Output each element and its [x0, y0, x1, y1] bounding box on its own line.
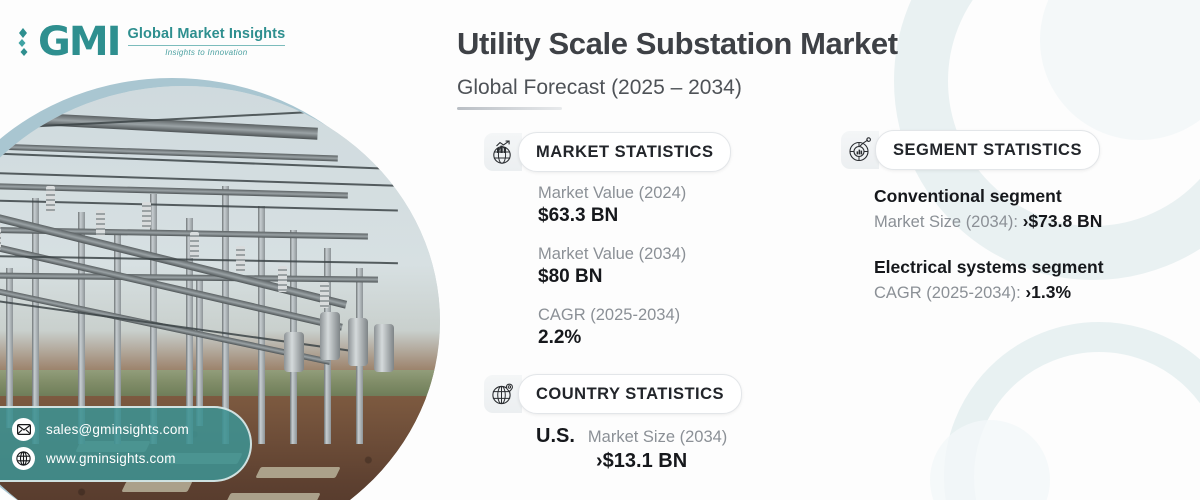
segment-stat-title-0: Conventional segment: [874, 186, 1062, 206]
country-statistics-label: COUNTRY STATISTICS: [518, 374, 743, 414]
market-stat-item-1: Market Value (2034) $80 BN: [538, 243, 686, 290]
segment-stat-metric-value-0: ›$73.8 BN: [1022, 210, 1103, 231]
country-statistics-badge: COUNTRY STATISTICS: [484, 374, 743, 414]
contact-website-row[interactable]: www.gminsights.com: [12, 447, 250, 470]
country-metric-label: Market Size (2034): [587, 428, 728, 446]
market-stat-value-0: $63.3 BN: [538, 205, 619, 227]
segment-stat-title-1: Electrical systems segment: [874, 257, 1104, 277]
market-stat-value-2: 2.2%: [538, 327, 582, 349]
market-stat-item-2: CAGR (2025-2034) 2.2%: [538, 304, 680, 351]
logo-tagline: Insights to Innovation: [165, 48, 248, 58]
market-stat-label-2: CAGR (2025-2034): [538, 306, 681, 324]
logo-company-name: Global Market Insights: [127, 25, 286, 42]
market-stat-item-0: Market Value (2024) $63.3 BN: [538, 182, 686, 229]
country-metric-value: ›$13.1 BN: [596, 450, 688, 472]
market-statistics-badge: MARKET STATISTICS: [484, 132, 732, 172]
segment-stat-item-0: Conventional segment Market Size (2034):…: [874, 184, 1102, 234]
market-statistics-label: MARKET STATISTICS: [518, 132, 732, 172]
market-stat-value-1: $80 BN: [538, 266, 603, 288]
globe-icon: [12, 447, 35, 470]
country-stat-row: U.S. Market Size (2034): [536, 425, 727, 448]
logo-diamond-icon: [18, 28, 28, 56]
subtitle-underline: [457, 107, 562, 110]
decorative-blob-bottom-right: [930, 420, 1050, 500]
contact-email-row[interactable]: sales@gminsights.com: [12, 418, 250, 441]
envelope-icon: [12, 418, 35, 441]
gmi-logo[interactable]: GMI Global Market Insights Insights to I…: [16, 19, 286, 65]
decorative-circle-top-right: [1040, 0, 1200, 140]
globe-pin-icon: [484, 375, 522, 413]
logo-mark-text: GMI: [38, 19, 122, 65]
donut-chart-target-icon: [841, 131, 879, 169]
market-stat-label-1: Market Value (2034): [538, 245, 687, 263]
decorative-ring-bottom-right: [944, 322, 1200, 500]
country-name: U.S.: [536, 425, 575, 447]
segment-statistics-label: SEGMENT STATISTICS: [875, 130, 1100, 170]
contact-email-text: sales@gminsights.com: [46, 422, 190, 437]
segment-stat-metric-value-1: ›1.3%: [1025, 281, 1072, 302]
segment-stat-metric-1: CAGR (2025-2034): ›1.3%: [874, 280, 1104, 305]
page-subtitle: Global Forecast (2025 – 2034): [457, 76, 742, 99]
market-stat-label-0: Market Value (2024): [538, 184, 687, 202]
segment-stat-metric-label-0: Market Size (2034):: [874, 212, 1018, 231]
logo-divider: [127, 45, 286, 47]
photo-grass-band: [0, 370, 440, 406]
contact-website-text: www.gminsights.com: [46, 451, 176, 466]
page-title: Utility Scale Substation Market: [457, 26, 898, 61]
globe-bar-chart-icon: [484, 133, 522, 171]
segment-stat-metric-0: Market Size (2034): ›$73.8 BN: [874, 209, 1102, 234]
segment-stat-item-1: Electrical systems segment CAGR (2025-20…: [874, 255, 1104, 305]
segment-stat-metric-label-1: CAGR (2025-2034):: [874, 283, 1021, 302]
segment-statistics-badge: SEGMENT STATISTICS: [841, 130, 1100, 170]
substation-photo-panel: sales@gminsights.com www.gminsights.com: [0, 78, 470, 500]
contact-panel: sales@gminsights.com www.gminsights.com: [0, 406, 252, 482]
